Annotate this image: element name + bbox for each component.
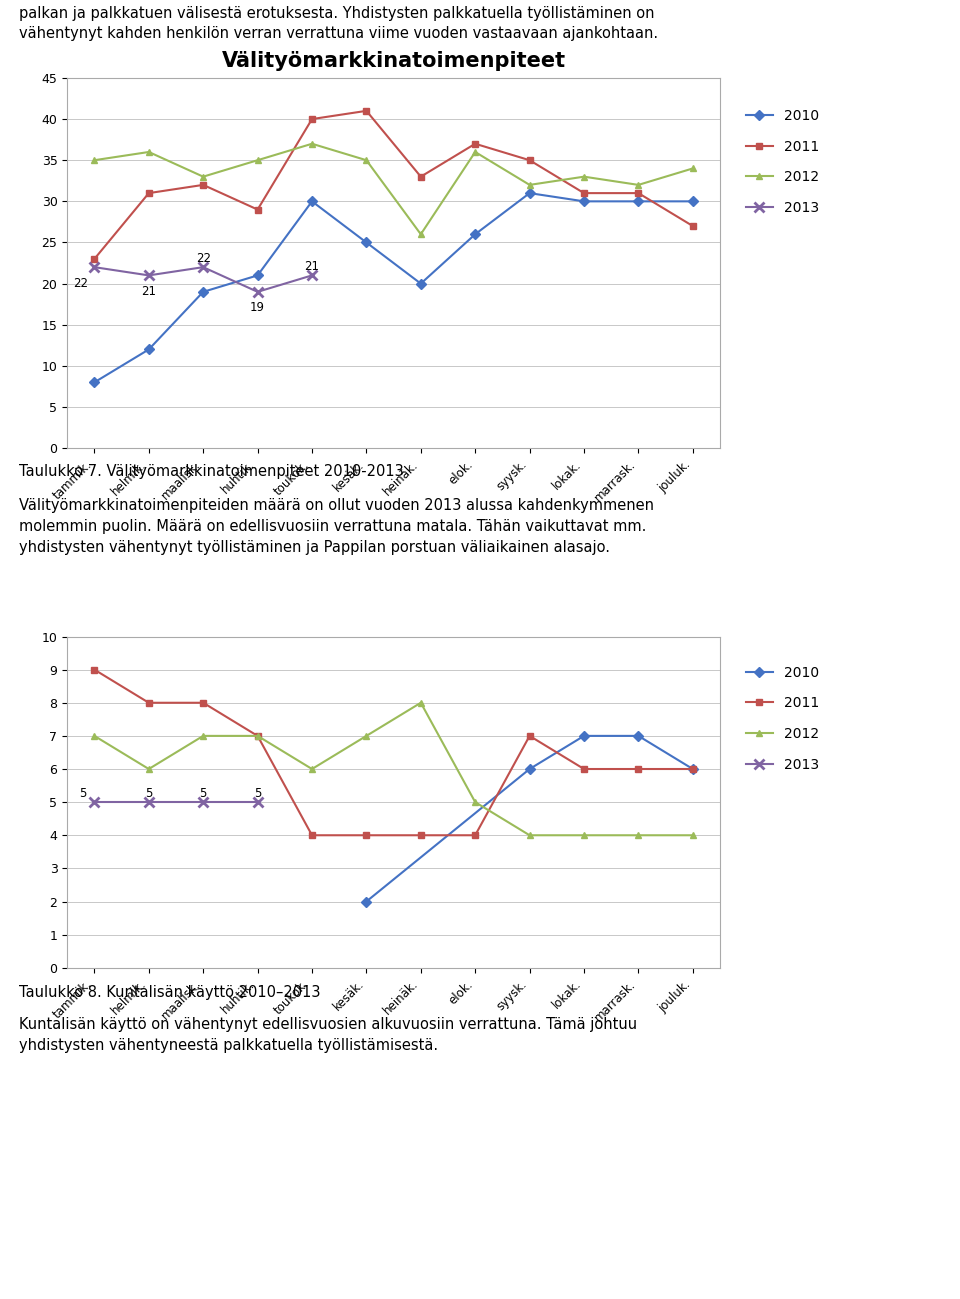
- Line: 2013: 2013: [89, 262, 317, 296]
- 2013: [198, 260, 209, 275]
- 2010: [252, 268, 263, 283]
- 2010: [306, 194, 318, 209]
- 2011: [687, 218, 699, 234]
- Legend: 2010, 2011, 2012, 2013: 2010, 2011, 2012, 2013: [740, 104, 826, 221]
- 2013: [252, 794, 263, 811]
- Text: Välityömarkkinatoimenpiteiden määrä on ollut vuoden 2013 alussa kahdenkymmenen
m: Välityömarkkinatoimenpiteiden määrä on o…: [19, 498, 654, 555]
- 2013: [143, 794, 155, 811]
- 2011: [143, 186, 155, 201]
- 2012: [415, 226, 426, 242]
- Text: 5: 5: [200, 787, 207, 800]
- 2011: [306, 112, 318, 127]
- 2010: [687, 761, 699, 777]
- 2011: [198, 695, 209, 711]
- 2011: [633, 761, 644, 777]
- 2010: [361, 235, 372, 251]
- 2011: [633, 186, 644, 201]
- Line: 2010: 2010: [91, 190, 696, 386]
- 2011: [687, 761, 699, 777]
- 2013: [88, 260, 100, 275]
- 2012: [687, 161, 699, 177]
- 2012: [578, 827, 589, 843]
- 2012: [198, 169, 209, 184]
- 2013: [306, 268, 318, 283]
- Legend: 2010, 2011, 2012, 2013: 2010, 2011, 2012, 2013: [740, 660, 826, 777]
- 2012: [633, 827, 644, 843]
- 2012: [578, 169, 589, 184]
- 2010: [361, 894, 372, 909]
- Line: 2012: 2012: [91, 699, 696, 839]
- Text: palkan ja palkkatuen välisestä erotuksesta. Yhdistysten palkkatuella työllistämi: palkan ja palkkatuen välisestä erotukses…: [19, 6, 659, 42]
- Text: 5: 5: [145, 787, 153, 800]
- 2011: [88, 661, 100, 678]
- 2012: [469, 144, 481, 160]
- 2010: [578, 194, 589, 209]
- 2011: [415, 827, 426, 843]
- 2012: [415, 695, 426, 711]
- Line: 2012: 2012: [91, 140, 696, 238]
- Text: 5: 5: [80, 787, 87, 800]
- 2012: [524, 827, 536, 843]
- Line: 2011: 2011: [91, 108, 696, 262]
- 2010: [524, 761, 536, 777]
- 2012: [524, 177, 536, 192]
- Line: 2013: 2013: [89, 798, 262, 807]
- Text: Taulukko 8. Kuntalisän käyttö 2010–2013: Taulukko 8. Kuntalisän käyttö 2010–2013: [19, 985, 321, 1000]
- 2011: [198, 177, 209, 192]
- 2012: [88, 727, 100, 743]
- 2012: [252, 727, 263, 743]
- 2011: [143, 695, 155, 711]
- 2011: [469, 136, 481, 152]
- Title: Välityömarkkinatoimenpiteet: Välityömarkkinatoimenpiteet: [222, 51, 565, 71]
- 2012: [143, 144, 155, 160]
- 2010: [633, 727, 644, 743]
- 2012: [198, 727, 209, 743]
- 2011: [524, 152, 536, 168]
- Text: 5: 5: [253, 787, 261, 800]
- 2010: [88, 374, 100, 390]
- Line: 2011: 2011: [91, 666, 696, 839]
- 2013: [143, 268, 155, 283]
- Text: 22: 22: [196, 252, 210, 265]
- Text: 19: 19: [251, 301, 265, 314]
- 2013: [252, 284, 263, 300]
- 2013: [198, 794, 209, 811]
- 2010: [143, 342, 155, 357]
- 2010: [687, 194, 699, 209]
- Text: Taulukko 7. Välityömarkkinatoimenpiteet 2010-2013: Taulukko 7. Välityömarkkinatoimenpiteet …: [19, 464, 404, 479]
- 2011: [252, 727, 263, 743]
- 2012: [306, 761, 318, 777]
- 2012: [143, 761, 155, 777]
- 2012: [252, 152, 263, 168]
- 2010: [578, 727, 589, 743]
- Text: 21: 21: [141, 284, 156, 297]
- 2012: [361, 152, 372, 168]
- Text: 22: 22: [73, 277, 88, 290]
- 2011: [469, 827, 481, 843]
- 2012: [88, 152, 100, 168]
- 2011: [252, 201, 263, 217]
- 2011: [524, 727, 536, 743]
- 2012: [306, 136, 318, 152]
- 2010: [524, 186, 536, 201]
- 2011: [415, 169, 426, 184]
- Text: Kuntalisän käyttö on vähentynyt edellisvuosien alkuvuosiin verrattuna. Tämä joht: Kuntalisän käyttö on vähentynyt edellisv…: [19, 1017, 637, 1053]
- 2012: [469, 794, 481, 811]
- 2012: [633, 177, 644, 192]
- Line: 2010: 2010: [363, 733, 696, 905]
- 2011: [361, 827, 372, 843]
- 2011: [361, 103, 372, 118]
- Text: 21: 21: [304, 260, 320, 273]
- 2011: [578, 186, 589, 201]
- 2012: [687, 827, 699, 843]
- 2010: [198, 284, 209, 300]
- 2011: [578, 761, 589, 777]
- 2010: [469, 226, 481, 242]
- 2011: [306, 827, 318, 843]
- 2012: [361, 727, 372, 743]
- 2011: [88, 251, 100, 266]
- 2010: [415, 275, 426, 291]
- 2013: [88, 794, 100, 811]
- 2010: [633, 194, 644, 209]
